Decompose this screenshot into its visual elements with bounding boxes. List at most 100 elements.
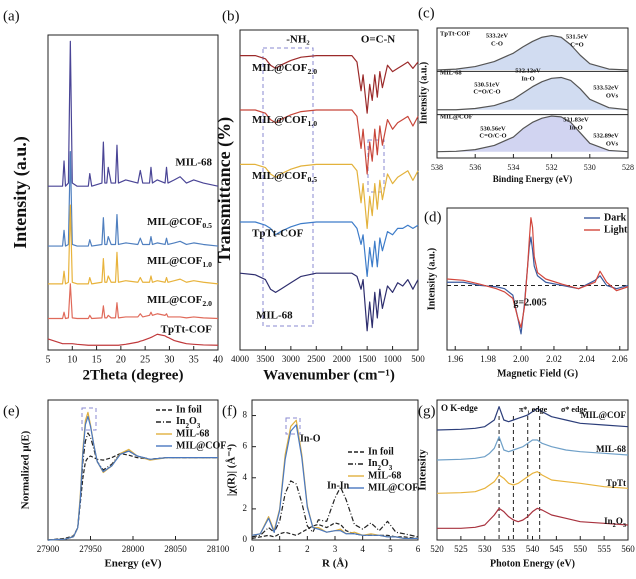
annotation: C=O/C-O: [479, 132, 506, 139]
x-tick-label: 538: [431, 163, 443, 172]
x-axis-label: R (Å): [322, 558, 348, 570]
series-line: [251, 480, 419, 538]
annotation: σ* edge: [561, 405, 587, 414]
series-label: MIL@COF1.0: [252, 114, 317, 129]
annotation: C=O/C-O: [473, 88, 500, 95]
x-tick-label: 1: [277, 544, 282, 554]
panel-label: (b): [222, 8, 240, 24]
legend-label: MIL@COF: [176, 440, 226, 451]
x-axis-label: Magnetic Field (G): [497, 368, 578, 379]
x-tick-label: 1000: [384, 354, 403, 364]
series-label: TpTt: [606, 478, 626, 488]
x-tick-label: 5: [46, 354, 51, 365]
panel-label: (a): [3, 8, 20, 24]
x-tick-label: 560: [621, 544, 635, 554]
x-tick-label: 2.04: [579, 354, 595, 364]
series-line: [240, 163, 419, 229]
annotation: -NH₂: [286, 34, 310, 46]
x-tick-label: 540: [526, 544, 540, 554]
plot-frame: [239, 29, 419, 351]
series-line: [436, 406, 629, 431]
series-label: MIL@COF0.5: [147, 216, 212, 231]
x-tick-label: 15: [92, 354, 102, 365]
series-label: MIL@COF: [581, 410, 627, 420]
x-tick-label: 545: [550, 544, 564, 554]
series-line: [240, 109, 419, 175]
x-tick-label: 27900: [37, 544, 60, 554]
series-line: [240, 221, 419, 277]
x-tick-label: 2.00: [513, 354, 529, 364]
x-tick-label: 525: [454, 544, 468, 554]
legend-label: Dark: [604, 212, 627, 223]
y-tick-label: 2: [243, 503, 248, 513]
series-line: [47, 333, 219, 346]
legend-label: MIL-68: [368, 470, 401, 481]
annotation: O K-edge: [441, 403, 478, 413]
legend-label: In foil: [368, 446, 394, 457]
annotation: O=C-N: [361, 34, 395, 46]
series-line: [240, 55, 419, 114]
annotation: g=2.005: [513, 297, 546, 308]
plot-frame: [436, 27, 629, 159]
x-axis-label: Energy (eV): [104, 558, 161, 570]
x-tick-label: 1500: [358, 354, 377, 364]
series-line: [48, 150, 219, 247]
annotation: 532.12eV: [515, 67, 541, 74]
y-axis-label: Intensity: [417, 449, 429, 491]
x-tick-label: 20: [116, 354, 126, 365]
highlight-box: [81, 407, 97, 431]
series-line: [48, 283, 219, 320]
x-tick-label: 4000: [231, 354, 250, 364]
y-axis-label: Intensity (a.u.): [418, 62, 429, 125]
series-label: TpTt-COF: [252, 228, 304, 240]
legend-label: MIL@COF: [368, 482, 418, 493]
x-tick-label: 40: [213, 354, 223, 365]
y-tick-label: 0: [243, 534, 248, 544]
series-label: MIL-68: [440, 69, 462, 76]
annotation: In-O: [300, 433, 321, 444]
series-line: [251, 424, 418, 540]
series-line: [239, 272, 419, 332]
x-tick-label: 520: [430, 544, 444, 554]
panel-label: (g): [418, 403, 436, 419]
x-tick-label: 2500: [307, 354, 326, 364]
x-tick-label: 535: [502, 544, 516, 554]
x-tick-label: 2.06: [612, 354, 628, 364]
legend-label: In2O3: [176, 416, 201, 429]
highlight-box: [285, 417, 301, 435]
series-line: [436, 34, 629, 71]
x-tick-label: 28050: [164, 544, 187, 554]
series-line: [47, 415, 218, 541]
x-tick-label: 528: [622, 163, 634, 172]
plot-frame: [47, 34, 219, 351]
x-tick-label: 1.96: [447, 354, 463, 364]
annotation: In-O: [521, 75, 534, 82]
series-label: MIL-68: [175, 157, 212, 169]
series-label: MIL@COF2.0: [147, 294, 212, 309]
highlight-box: [262, 47, 314, 327]
x-tick-label: 30: [164, 354, 174, 365]
series-area: [437, 116, 628, 152]
series-line: [437, 507, 629, 529]
x-axis-label: 2Theta (degree): [83, 367, 184, 383]
x-tick-label: 555: [597, 544, 611, 554]
y-axis-label: Transmittance (%): [214, 117, 235, 263]
y-axis-label: Intensity (a.u.): [426, 248, 437, 311]
series-label: MIL-68: [596, 444, 626, 454]
series-line: [436, 115, 629, 153]
x-axis-label: Binding Energy (eV): [493, 174, 573, 184]
x-tick-label: 2: [305, 544, 310, 554]
panel-label: (f): [222, 403, 237, 419]
series-area: [437, 35, 628, 70]
x-tick-label: 3500: [256, 354, 275, 364]
y-axis-label: Intensity (a.u.): [10, 136, 31, 249]
x-tick-label: 3000: [282, 354, 301, 364]
annotation: 531.83eV: [563, 116, 589, 123]
x-tick-label: 2000: [333, 354, 352, 364]
series-label: MIL@COF2.0: [252, 62, 317, 77]
y-tick-label: 4: [243, 472, 248, 482]
x-tick-label: 3: [333, 544, 338, 554]
series-label: In2O3: [604, 516, 626, 529]
series-line: [437, 76, 629, 111]
x-axis-label: Wavenumber (cm⁻¹): [263, 367, 395, 383]
